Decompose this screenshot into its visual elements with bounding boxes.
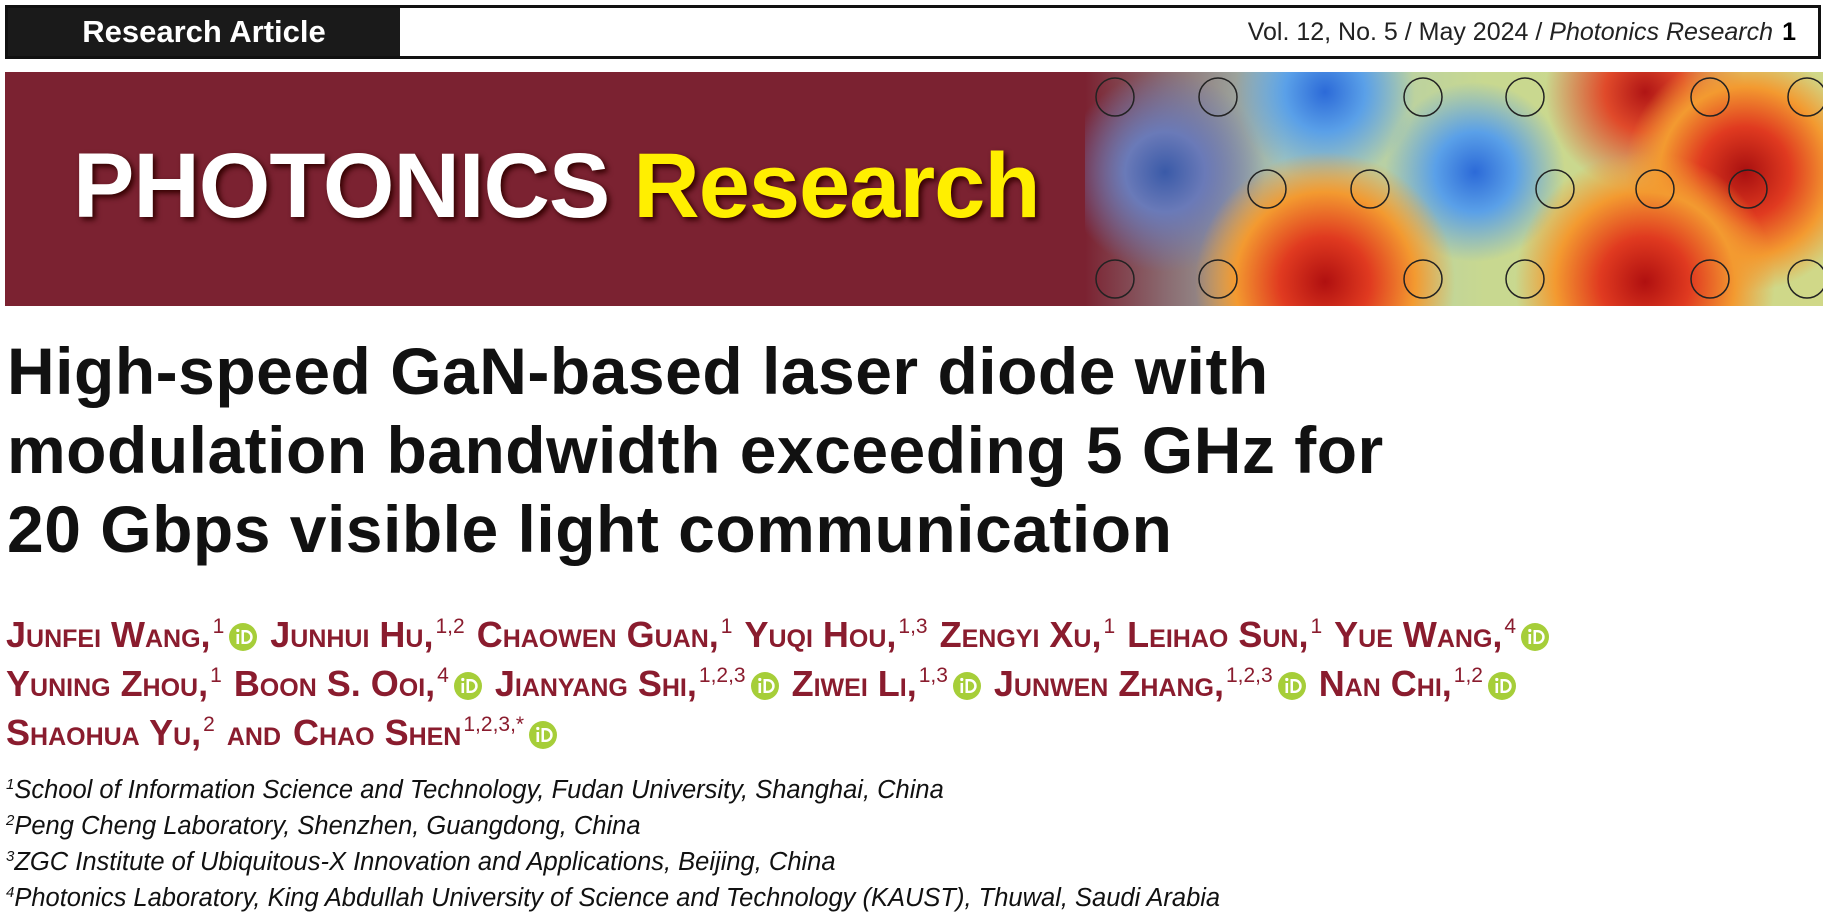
author: Yue Wang,4 (1334, 614, 1550, 655)
author-name: Nan Chi, (1318, 663, 1452, 704)
pattern-circles (1095, 77, 1823, 299)
author-affiliation-marks: 1,2,3 (698, 664, 746, 687)
page-number: 1 (1782, 18, 1796, 46)
author-name: Chao Shen (293, 712, 462, 753)
author-name: Junfei Wang, (6, 614, 211, 655)
orcid-icon[interactable] (528, 720, 558, 750)
affiliation: 2Peng Cheng Laboratory, Shenzhen, Guangd… (6, 808, 1220, 844)
author-name: Ziwei Li, (791, 663, 917, 704)
author: Boon S. Ooi,4 (234, 663, 483, 704)
affiliation-text: Peng Cheng Laboratory, Shenzhen, Guangdo… (14, 812, 641, 840)
brand: PHOTONICS Research (73, 134, 1041, 239)
article-title: High-speed GaN-based laser diode with mod… (7, 332, 1384, 569)
affiliation: 3ZGC Institute of Ubiquitous-X Innovatio… (6, 844, 1220, 880)
affiliation-text: ZGC Institute of Ubiquitous-X Innovation… (14, 848, 836, 876)
author-affiliation-marks: 1,3 (918, 664, 948, 687)
author-line: Shaohua Yu,2 and Chao Shen1,2,3,* (6, 708, 1562, 757)
affiliation-number: 2 (6, 812, 15, 829)
article-type: Research Article (8, 8, 400, 56)
author-affiliation-marks: 1 (1310, 615, 1323, 638)
author-name: Jianyang Shi, (494, 663, 697, 704)
affiliation-text: Photonics Laboratory, King Abdullah Univ… (14, 884, 1221, 912)
author: Nan Chi,1,2 (1319, 663, 1517, 704)
issue: Vol. 12, No. 5 / May 2024 / (1247, 18, 1543, 46)
author-name: Chaowen Guan, (476, 614, 719, 655)
brand-accent: Research (633, 135, 1040, 237)
header: Research Article Vol. 12, No. 5 / May 20… (5, 5, 1821, 59)
author-affiliation-marks: 1 (212, 615, 225, 638)
affiliation: 4Photonics Laboratory, King Abdullah Uni… (6, 880, 1220, 916)
author-affiliation-marks: 1,3 (898, 615, 928, 638)
brand-name: PHOTONICS (73, 135, 610, 237)
author: Chaowen Guan,1 (477, 614, 733, 655)
authors: Junfei Wang,1 Junhui Hu,1,2 Chaowen Guan,1… (6, 610, 1562, 757)
author: Leihao Sun,1 (1127, 614, 1322, 655)
author-name: Yuqi Hou, (744, 614, 897, 655)
orcid-icon[interactable] (1487, 671, 1517, 701)
author: Shaohua Yu,2 (6, 712, 215, 753)
author-affiliation-marks: 1,2 (1453, 664, 1483, 687)
author-name: Zengyi Xu, (939, 614, 1102, 655)
title-line: 20 Gbps visible light communication (7, 492, 1173, 566)
author-affiliation-marks: 1,2 (435, 615, 465, 638)
banner-pattern (1085, 72, 1823, 306)
banner: PHOTONICS Research (5, 72, 1823, 306)
author: Jianyang Shi,1,2,3 (495, 663, 780, 704)
author-affiliation-marks: 4 (437, 664, 449, 687)
author-name: Yuning Zhou, (6, 663, 209, 704)
author-affiliation-marks: 1,2,3 (1225, 664, 1273, 687)
author: Junwen Zhang,1,2,3 (994, 663, 1307, 704)
affiliation-number: 3 (6, 848, 15, 865)
author-affiliation-marks: 1 (720, 615, 733, 638)
orcid-icon[interactable] (952, 671, 982, 701)
author-affiliation-marks: 2 (203, 713, 215, 736)
author-affiliation-marks: 1 (210, 664, 222, 687)
title-line: modulation bandwidth exceeding 5 GHz for (7, 413, 1384, 487)
author-name: Junhui Hu, (270, 614, 434, 655)
author-name: and (226, 712, 282, 753)
author: and (227, 712, 281, 753)
author-affiliation-marks: 4 (1504, 615, 1517, 638)
author: Junhui Hu,1,2 (270, 614, 464, 655)
author-name: Leihao Sun, (1127, 614, 1309, 655)
journal: Photonics Research (1549, 18, 1773, 46)
orcid-icon[interactable] (1277, 671, 1307, 701)
orcid-icon[interactable] (453, 671, 483, 701)
author-line: Junfei Wang,1 Junhui Hu,1,2 Chaowen Guan,1… (6, 610, 1562, 659)
orcid-icon[interactable] (1520, 622, 1550, 652)
author: Yuqi Hou,1,3 (744, 614, 927, 655)
author-affiliation-marks: 1,2,3,* (463, 713, 525, 736)
author-name: Junwen Zhang, (993, 663, 1224, 704)
title-line: High-speed GaN-based laser diode with (7, 334, 1269, 408)
author: Zengyi Xu,1 (940, 614, 1116, 655)
affiliations: 1School of Information Science and Techn… (6, 772, 1220, 916)
author: Chao Shen1,2,3,* (293, 712, 558, 753)
orcid-icon[interactable] (750, 671, 780, 701)
author-affiliation-marks: 1 (1103, 615, 1116, 638)
affiliation-text: School of Information Science and Techno… (14, 776, 944, 804)
author-line: Yuning Zhou,1 Boon S. Ooi,4 Jianyang Shi,1… (6, 659, 1562, 708)
affiliation: 1School of Information Science and Techn… (6, 772, 1220, 808)
affiliation-number: 1 (6, 776, 15, 793)
orcid-icon[interactable] (228, 622, 258, 652)
author-name: Yue Wang, (1334, 614, 1503, 655)
author: Junfei Wang,1 (6, 614, 258, 655)
author: Ziwei Li,1,3 (792, 663, 982, 704)
author-name: Boon S. Ooi, (233, 663, 436, 704)
author-name: Shaohua Yu, (6, 712, 202, 753)
affiliation-number: 4 (6, 884, 15, 901)
author: Yuning Zhou,1 (6, 663, 222, 704)
issue-info: Vol. 12, No. 5 / May 2024 / Photonics Re… (1248, 8, 1773, 56)
